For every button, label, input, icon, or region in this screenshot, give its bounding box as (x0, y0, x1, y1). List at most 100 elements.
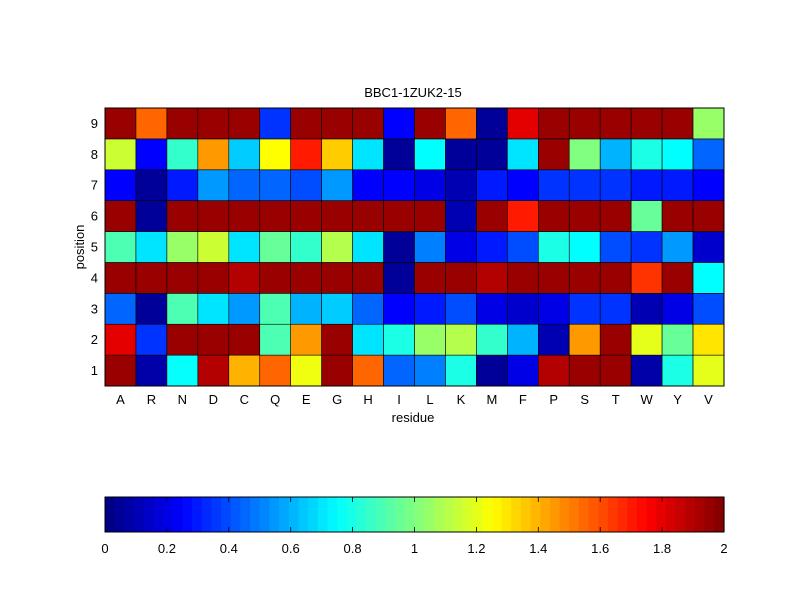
heatmap-cell-P-9 (537, 107, 570, 140)
colorbar-step (617, 497, 628, 532)
colorbar-step (404, 497, 416, 532)
colorbar-step (250, 497, 261, 532)
heatmap-cell-C-5 (228, 231, 261, 263)
colorbar-tick-label: 0.6 (282, 541, 300, 556)
heatmap-cell-E-1 (290, 354, 322, 387)
heatmap-cell-T-7 (599, 169, 632, 201)
heatmap-cell-M-1 (476, 354, 508, 387)
x-tick-label: M (486, 392, 497, 407)
heatmap-cell-Y-6 (661, 200, 694, 232)
heatmap-cell-C-9 (228, 107, 261, 140)
colorbar-step (385, 497, 396, 532)
heatmap-cell-G-7 (321, 169, 353, 201)
heatmap-cell-Y-8 (661, 138, 694, 171)
heatmap-cell-N-7 (166, 169, 199, 201)
colorbar-step (694, 497, 706, 532)
heatmap-cell-I-9 (383, 107, 415, 140)
heatmap-cell-H-8 (352, 138, 384, 171)
heatmap-cell-N-2 (166, 323, 199, 356)
colorbar-tick-labels: 0 0.2 0.4 0.6 0.8 1 1.2 1.4 1.6 1.8 2 (101, 497, 728, 556)
heatmap-cell-D-9 (197, 107, 230, 140)
x-tick-label: H (363, 392, 372, 407)
colorbar-step (598, 497, 609, 532)
colorbar-step (201, 497, 212, 532)
heatmap-cell-H-3 (352, 293, 384, 325)
colorbar-step (221, 497, 232, 532)
colorbar-step (124, 497, 135, 532)
heatmap-cell-E-9 (290, 107, 322, 140)
heatmap-cell-M-5 (476, 231, 508, 263)
heatmap-cell-R-8 (135, 138, 168, 171)
heatmap-cell-R-2 (135, 323, 168, 356)
heatmap-cell-Y-5 (661, 231, 694, 263)
heatmap-cell-W-7 (630, 169, 663, 201)
x-tick-label: S (580, 392, 589, 407)
heatmap-cell-M-2 (476, 323, 508, 356)
heatmap-cell-H-1 (352, 354, 384, 387)
colorbar-tick-label: 1 (411, 541, 418, 556)
heatmap-cell-D-7 (197, 169, 230, 201)
heatmap-cell-A-9 (104, 107, 137, 140)
heatmap-cell-I-7 (383, 169, 415, 201)
heatmap-cell-Q-9 (259, 107, 292, 140)
heatmap-cell-Q-2 (259, 323, 292, 356)
heatmap-cell-Q-1 (259, 354, 292, 387)
y-axis-label: position (72, 225, 87, 270)
heatmap-cell-N-5 (166, 231, 199, 263)
heatmap-cell-R-6 (135, 200, 168, 232)
heatmap-cell-R-9 (135, 107, 168, 140)
heatmap-cell-P-7 (537, 169, 570, 201)
y-tick-label: 1 (91, 363, 98, 378)
heatmap-cell-R-7 (135, 169, 168, 201)
heatmap-cell-G-3 (321, 293, 353, 325)
colorbar-step (366, 497, 377, 532)
x-tick-label: G (332, 392, 342, 407)
colorbar-step (646, 497, 657, 532)
heatmap-cell-S-2 (568, 323, 601, 356)
heatmap-cell-G-5 (321, 231, 353, 263)
heatmap-cell-I-8 (383, 138, 415, 171)
heatmap-cell-Y-1 (661, 354, 694, 387)
heatmap-cell-A-1 (104, 354, 137, 387)
heatmap-cell-P-6 (537, 200, 570, 232)
heatmap-cell-H-9 (352, 107, 384, 140)
heatmap-cell-C-3 (228, 293, 261, 325)
heatmap-cell-L-1 (414, 354, 446, 387)
colorbar-step (675, 497, 686, 532)
x-tick-label: Q (270, 392, 280, 407)
heatmap-cell-V-1 (692, 354, 725, 387)
y-tick-label: 9 (91, 116, 98, 131)
heatmap-cell-D-4 (197, 262, 230, 294)
colorbar-step (143, 497, 154, 532)
heatmap-cell-P-4 (537, 262, 570, 294)
colorbar-tick-label: 0 (101, 541, 108, 556)
colorbar-step (424, 497, 435, 532)
colorbar-step (317, 497, 329, 532)
colorbar-tick-label: 0.2 (158, 541, 176, 556)
colorbar-step (491, 497, 503, 532)
heatmap-cell-W-1 (630, 354, 663, 387)
heatmap-cell-K-3 (445, 293, 477, 325)
heatmap-cell-A-3 (104, 293, 137, 325)
heatmap-cell-K-7 (445, 169, 477, 201)
heatmap-cell-T-8 (599, 138, 632, 171)
heatmap-cell-S-3 (568, 293, 601, 325)
colorbar-step (337, 497, 348, 532)
heatmap-cell-N-8 (166, 138, 199, 171)
colorbar-step (230, 497, 241, 532)
heatmap-cell-H-7 (352, 169, 384, 201)
heatmap-cell-L-4 (414, 262, 446, 294)
x-tick-label: T (612, 392, 620, 407)
x-tick-label: L (426, 392, 433, 407)
heatmap-cell-F-1 (507, 354, 539, 387)
heatmap-cell-L-9 (414, 107, 446, 140)
heatmap-cell-T-1 (599, 354, 632, 387)
y-tick-label: 4 (91, 270, 98, 285)
colorbar-step (453, 497, 464, 532)
heatmap-cell-H-4 (352, 262, 384, 294)
heatmap-cell-E-8 (290, 138, 322, 171)
heatmap-cell-L-6 (414, 200, 446, 232)
heatmap-cell-F-5 (507, 231, 539, 263)
colorbar (105, 497, 725, 532)
